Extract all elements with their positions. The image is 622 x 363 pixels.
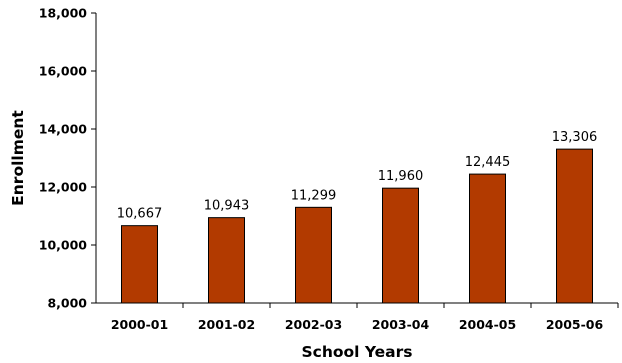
bar-2001-02: [208, 217, 245, 304]
x-axis-title: School Years: [301, 343, 412, 361]
y-tick-label: 14,000: [39, 122, 88, 137]
data-label-2005-06: 13,306: [552, 130, 598, 145]
x-axis-ticks: 2000-01 2001-02 2002-03 2003-04 2004-05 2005-…: [111, 303, 619, 332]
bar-2004-05: [469, 173, 506, 304]
data-label-2000-01: 10,667: [117, 207, 163, 222]
x-tick-label-2005-06: 2005-06: [546, 317, 604, 332]
bar-2002-03: [295, 206, 332, 304]
data-label-2003-04: 11,960: [378, 169, 424, 184]
y-tick-label: 10,000: [39, 238, 88, 253]
y-tick-label: 8,000: [47, 296, 87, 311]
bar-2000-01: [121, 225, 158, 304]
bars-group: [121, 148, 593, 304]
y-tick-label: 18,000: [39, 6, 88, 21]
y-tick-label: 12,000: [39, 180, 88, 195]
data-label-2001-02: 10,943: [204, 199, 250, 214]
x-tick-label-2000-01: 2000-01: [111, 317, 168, 332]
y-tick-label: 16,000: [39, 64, 88, 79]
x-tick-label-2003-04: 2003-04: [372, 317, 430, 332]
y-axis-title: Enrollment: [9, 110, 27, 206]
x-tick-label-2001-02: 2001-02: [198, 317, 255, 332]
data-label-2004-05: 12,445: [465, 155, 511, 170]
data-label-2002-03: 11,299: [291, 188, 337, 203]
x-tick-label-2002-03: 2002-03: [285, 317, 342, 332]
x-tick-label-2004-05: 2004-05: [459, 317, 516, 332]
data-labels-group: 10,667 10,943 11,299 11,960 12,445 13,306: [117, 130, 598, 222]
bar-2005-06: [556, 148, 593, 304]
bar-2003-04: [382, 187, 419, 304]
y-axis-ticks: 8,000 10,000 12,000 14,000 16,000 18,000: [39, 6, 96, 311]
